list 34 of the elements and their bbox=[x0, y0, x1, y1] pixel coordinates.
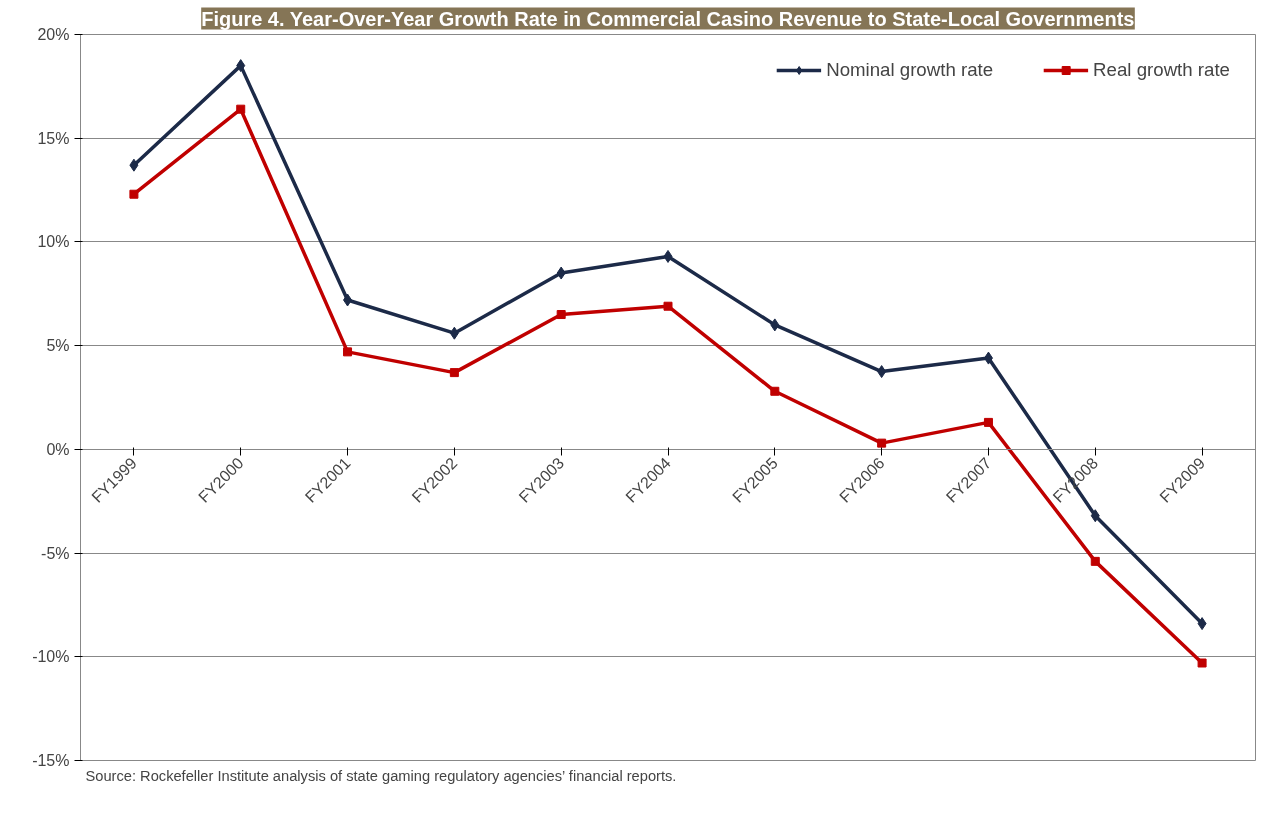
legend-label: Real growth rate bbox=[1093, 59, 1230, 81]
point bbox=[556, 310, 566, 320]
y-tick-label: 5% bbox=[46, 337, 70, 355]
y-tick-label: 10% bbox=[37, 233, 70, 251]
y-tick-label: 20% bbox=[37, 26, 70, 43]
point bbox=[343, 293, 353, 307]
y-tick-label: 0% bbox=[46, 440, 70, 458]
point bbox=[129, 189, 139, 199]
point bbox=[449, 368, 459, 378]
point bbox=[236, 104, 246, 114]
point bbox=[770, 318, 780, 332]
point bbox=[129, 158, 139, 172]
point bbox=[1090, 509, 1100, 523]
point bbox=[1197, 658, 1207, 668]
y-tick-label: 15% bbox=[37, 129, 70, 147]
point bbox=[663, 249, 673, 263]
y-tick-label: -10% bbox=[32, 648, 70, 666]
point bbox=[877, 365, 887, 379]
source-note: Source: Rockefeller Institute analysis of state gaming regulatory agencies’ financial reports. bbox=[85, 767, 677, 784]
point bbox=[236, 59, 246, 73]
legend-label: Nominal growth rate bbox=[826, 59, 994, 81]
point bbox=[343, 347, 353, 357]
point bbox=[663, 301, 673, 311]
point bbox=[983, 417, 993, 427]
y-tick-label: -15% bbox=[32, 752, 70, 769]
y-tick-label: -5% bbox=[41, 544, 70, 562]
point bbox=[556, 266, 566, 280]
point bbox=[983, 351, 993, 365]
point bbox=[449, 326, 459, 340]
point bbox=[1090, 556, 1100, 566]
chart-title: Figure 4. Year-Over-Year Growth Rate in Commercial Casino Revenue to State-Local Governments bbox=[201, 7, 1135, 30]
point bbox=[1197, 617, 1207, 631]
point bbox=[770, 386, 780, 396]
point bbox=[877, 438, 887, 448]
